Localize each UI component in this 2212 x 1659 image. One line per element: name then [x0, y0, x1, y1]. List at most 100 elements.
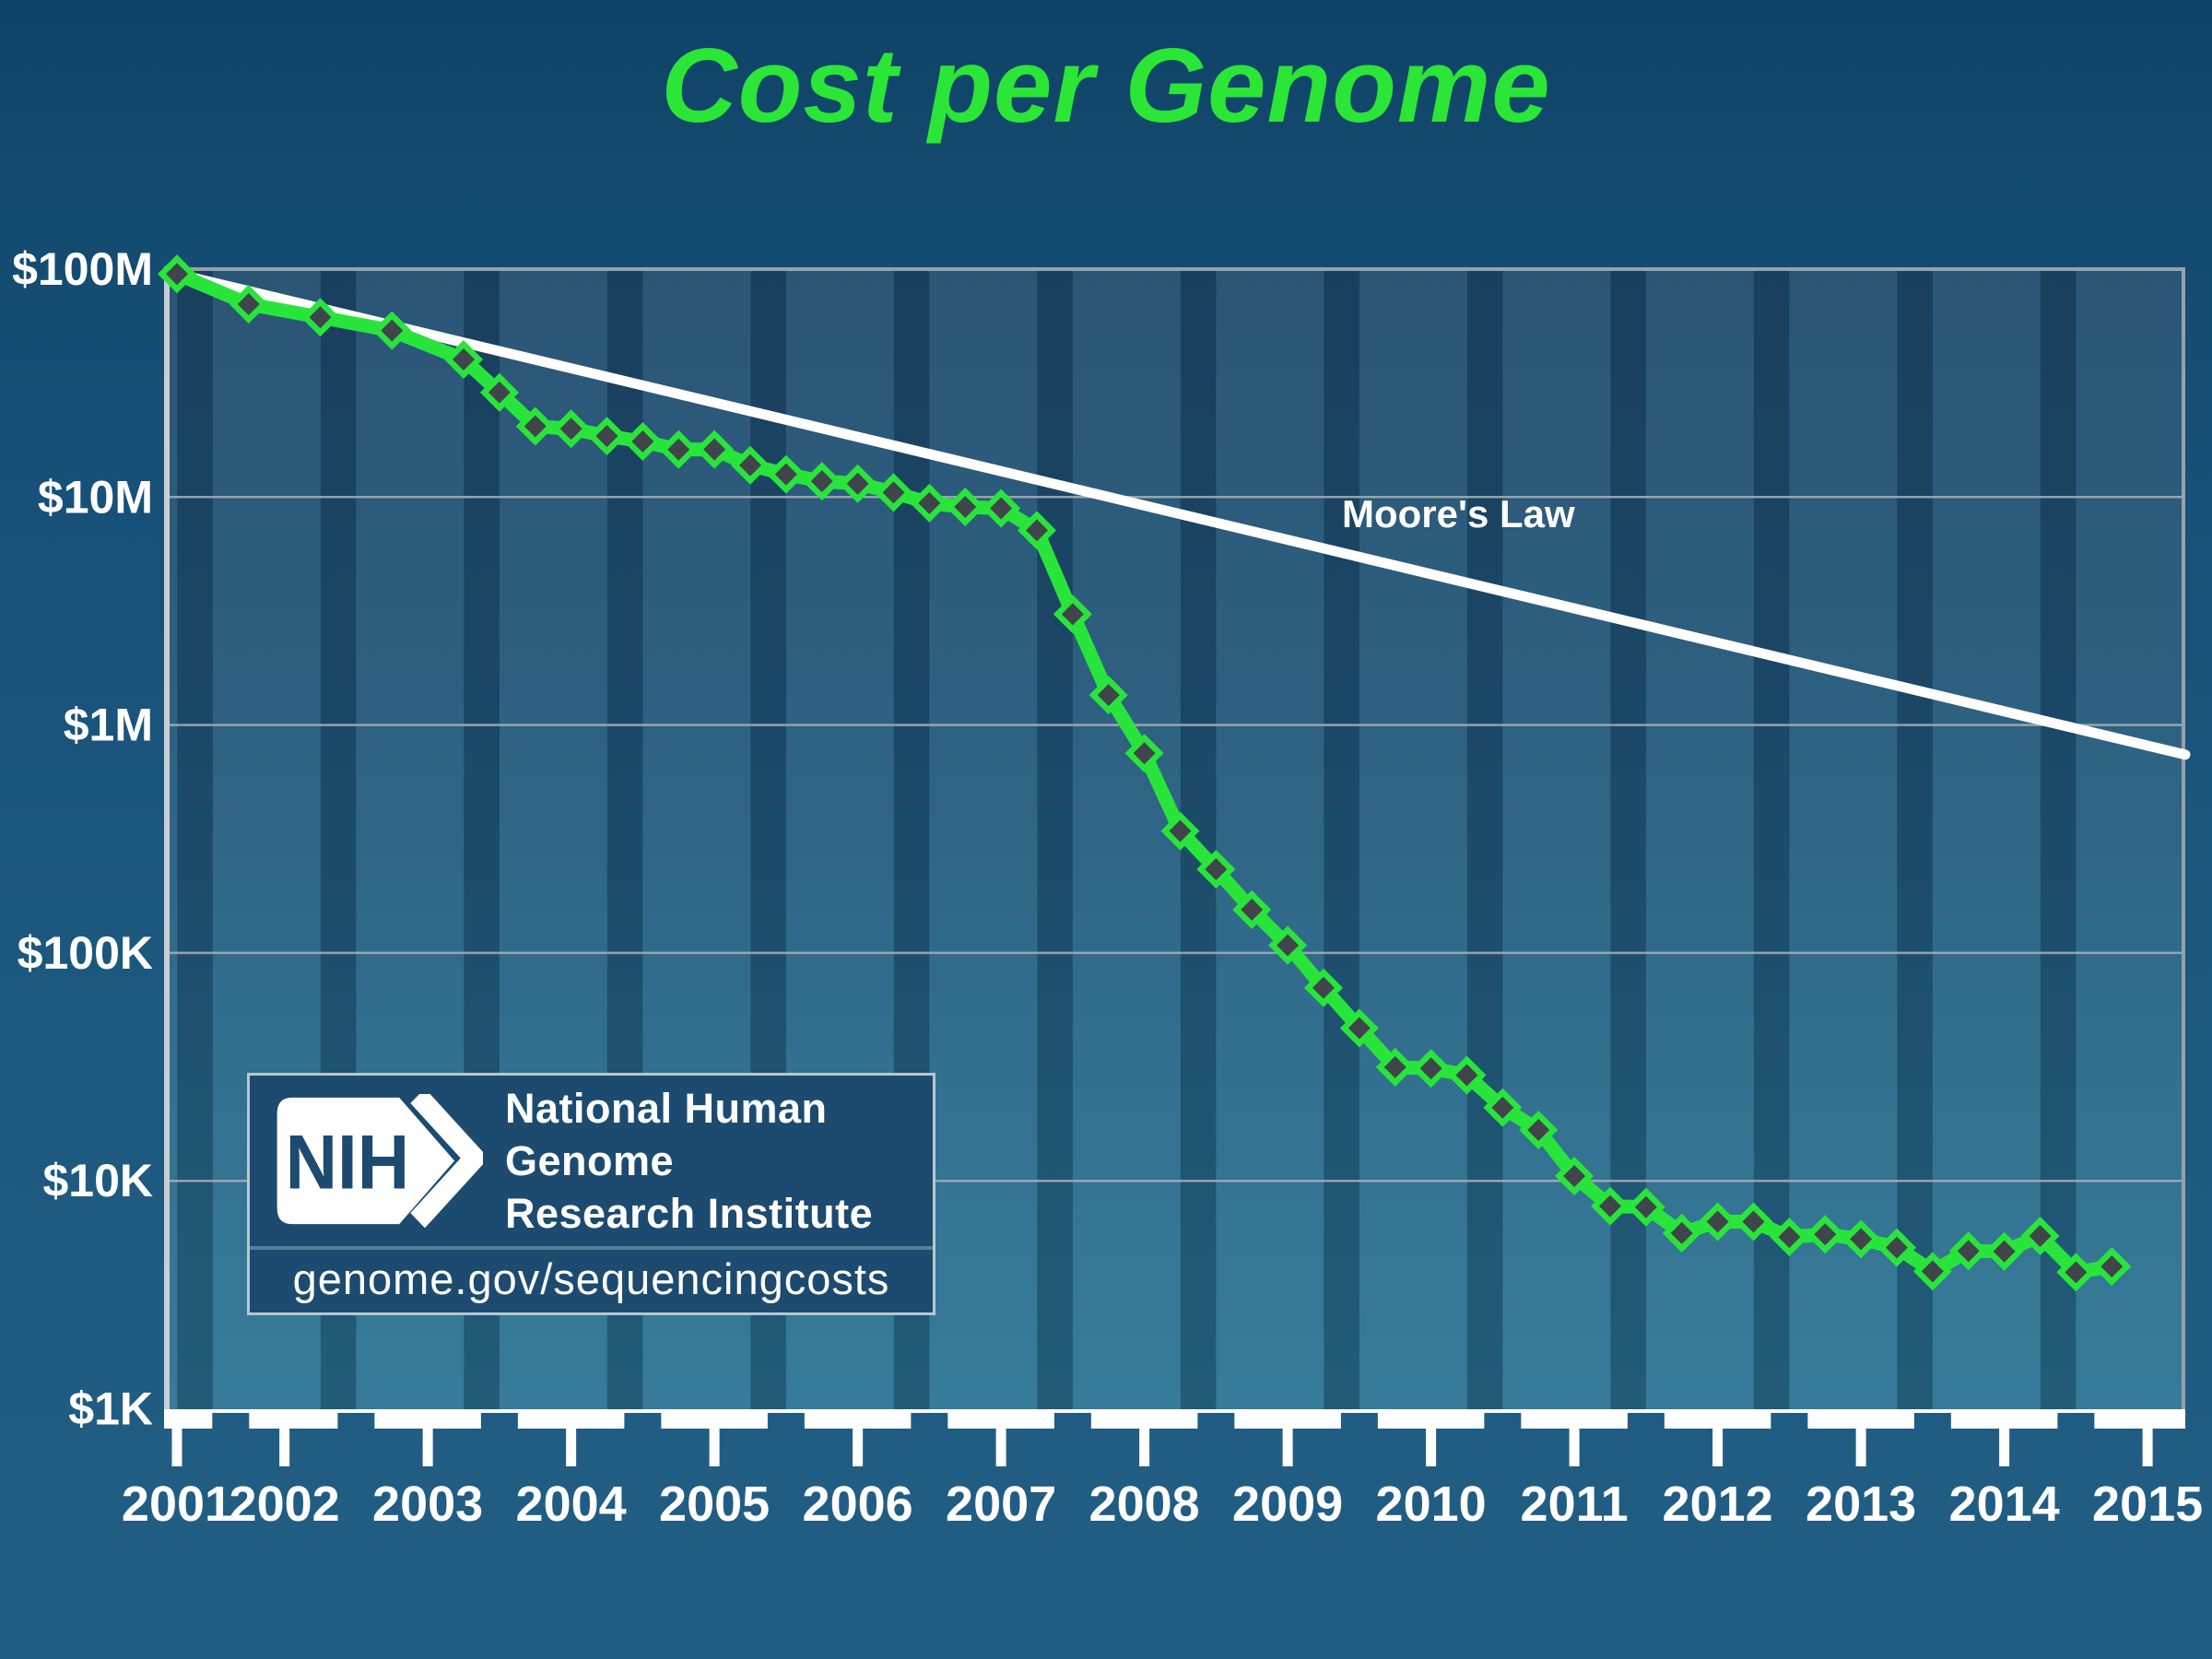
nih-logo-tag-shape	[276, 1097, 455, 1225]
year-stripe-dark	[1466, 268, 1503, 1411]
x-axis-label: 2008	[1089, 1477, 1200, 1532]
nih-logo-chevron-icon	[410, 1094, 483, 1228]
y-axis-label: $1K	[68, 1383, 153, 1435]
x-axis-tick	[422, 1429, 433, 1466]
data-point-marker-inner	[846, 472, 869, 495]
x-axis-label: 2012	[1663, 1477, 1773, 1532]
data-point-marker-inner	[703, 438, 726, 461]
data-point-marker-inner	[1957, 1240, 1980, 1263]
year-stripe-dark	[2040, 268, 2077, 1411]
year-stripe-light	[167, 268, 178, 1411]
year-stripe-light	[2076, 268, 2184, 1411]
x-axis-tick	[1712, 1429, 1724, 1466]
year-stripe-dark	[1037, 268, 1073, 1411]
data-point-marker-inner	[1277, 934, 1300, 957]
data-point-marker-inner	[667, 438, 690, 461]
x-axis-major-segment	[1521, 1412, 1628, 1429]
x-axis-tick	[1569, 1429, 1580, 1466]
year-stripe-light	[1932, 268, 2041, 1411]
x-axis-label: 2010	[1376, 1477, 1487, 1532]
data-point-marker-inner	[559, 418, 582, 441]
data-point-marker-inner	[1670, 1221, 1693, 1244]
x-axis-line	[164, 1409, 2185, 1413]
org-name-line2: Research Institute	[505, 1190, 874, 1238]
x-axis-major-segment	[517, 1412, 625, 1429]
y-axis-label: $10K	[42, 1155, 153, 1206]
data-point-markers	[158, 254, 2132, 1292]
x-axis-label: 2015	[2092, 1477, 2203, 1532]
x-axis-major-segment	[1950, 1412, 2058, 1429]
x-axis-tick	[1139, 1429, 1150, 1466]
year-stripe-light	[1072, 268, 1181, 1411]
data-point-marker-inner	[1778, 1226, 1801, 1249]
year-stripe-light	[1502, 268, 1611, 1411]
x-axis-tick	[1999, 1429, 2010, 1466]
x-axis-major-segment	[1664, 1412, 1771, 1429]
x-axis-tick	[566, 1429, 577, 1466]
data-point-marker-inner	[1563, 1164, 1586, 1187]
moores-law-line	[171, 268, 2191, 760]
data-point-marker-inner	[488, 381, 511, 404]
x-axis-major-segment	[1377, 1412, 1485, 1429]
data-point-marker-inner	[524, 415, 547, 438]
data-point-marker-inner	[1205, 858, 1228, 881]
org-name: National Human Genome Research Institute	[505, 1082, 933, 1240]
x-axis-label: 2001	[122, 1477, 232, 1532]
x-axis-tick	[279, 1429, 290, 1466]
x-axis-tick	[171, 1429, 182, 1466]
data-point-marker-inner	[381, 319, 404, 342]
data-point-marker-inner	[2100, 1255, 2124, 1278]
x-axis-major-segment	[2094, 1412, 2185, 1429]
x-axis-major-segment	[374, 1412, 481, 1429]
data-point-marker-inner	[453, 347, 475, 371]
x-axis-label: 2014	[1949, 1477, 2060, 1532]
data-point-marker-inner	[1347, 1017, 1371, 1040]
x-axis-major-segment	[1807, 1412, 1914, 1429]
logo-url: genome.gov/sequencingcosts	[292, 1253, 890, 1303]
year-stripe-dark	[1610, 268, 1646, 1411]
data-point-marker-inner	[2065, 1261, 2088, 1284]
x-axis-tick	[709, 1429, 720, 1466]
nhgri-logo: NIH National Human Genome Research Insti…	[247, 1073, 935, 1315]
data-point-marker-inner	[595, 425, 618, 448]
y-axis-labels: $100M $10M $1M $100K $10K $1K	[12, 243, 153, 1435]
data-point-marker-inner	[2029, 1224, 2052, 1247]
x-axis-label: 2007	[946, 1477, 1056, 1532]
year-stripe-light	[1789, 268, 1898, 1411]
year-stripe-dark	[1897, 268, 1933, 1411]
x-axis-label: 2002	[229, 1477, 340, 1532]
data-point-marker-inner	[1527, 1119, 1550, 1142]
year-stripe-light	[1216, 268, 1324, 1411]
data-point-marker-inner	[810, 470, 833, 493]
data-point-marker-inner	[774, 463, 797, 486]
data-point-marker-inner	[1634, 1195, 1657, 1218]
x-axis-tick	[853, 1429, 864, 1466]
y-axis-label: $1M	[64, 700, 153, 751]
data-point-marker-inner	[1599, 1194, 1621, 1218]
x-axis-tick	[2142, 1429, 2153, 1466]
data-point-marker-inner	[1026, 519, 1048, 542]
chart-title: Cost per Genome	[661, 28, 1551, 145]
x-axis-tick	[1855, 1429, 1866, 1466]
x-axis-major-segment	[1234, 1412, 1341, 1429]
data-point-marker-inner	[1169, 819, 1192, 842]
year-stripe-dark	[177, 268, 213, 1411]
logo-divider	[250, 1246, 933, 1250]
moores-law-label: Moore's Law	[1342, 492, 1575, 535]
nhgri-logo-main: NIH National Human Genome Research Insti…	[250, 1076, 933, 1246]
y-axis-label: $10M	[38, 471, 153, 523]
year-stripe-light	[1645, 268, 1754, 1411]
x-axis-label: 2005	[659, 1477, 770, 1532]
year-stripe-light	[929, 268, 1038, 1411]
x-axis-major-segment	[661, 1412, 768, 1429]
data-point-marker-inner	[1241, 899, 1264, 922]
x-axis-label: 2011	[1521, 1477, 1629, 1532]
data-point-marker-inner	[1312, 976, 1335, 999]
nih-logo-text: NIH	[286, 1120, 409, 1206]
gridlines	[167, 496, 2185, 1182]
year-stripe-dark	[1324, 268, 1359, 1411]
data-point-marker-inner	[166, 263, 188, 286]
